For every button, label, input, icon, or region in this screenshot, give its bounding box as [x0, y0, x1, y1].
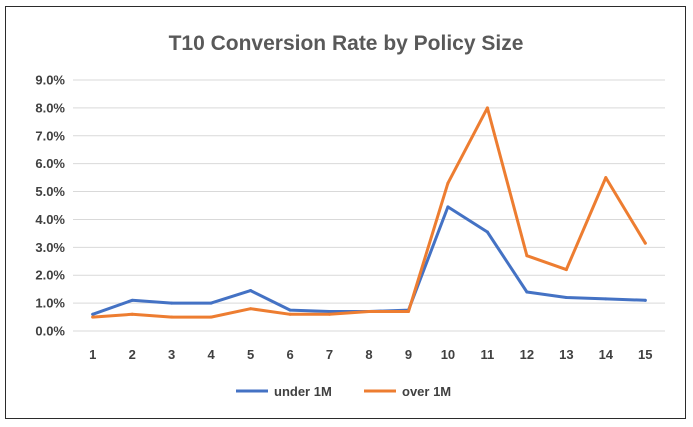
x-tick-label: 6: [286, 347, 293, 362]
y-tick-label: 2.0%: [35, 268, 65, 283]
data-point-under-1m: [249, 289, 253, 293]
data-point-over-1m: [406, 309, 410, 313]
x-tick-label: 2: [129, 347, 136, 362]
y-tick-label: 7.0%: [35, 128, 65, 143]
data-point-under-1m: [604, 297, 608, 301]
x-tick-label: 13: [559, 347, 573, 362]
legend-label: under 1M: [274, 384, 332, 399]
data-point-over-1m: [288, 312, 292, 316]
y-tick-label: 6.0%: [35, 156, 65, 171]
data-point-under-1m: [130, 298, 134, 302]
x-axis-tick-labels: 1 2 3 4 5 6 7 8 9 10 11 12 13 14 15: [89, 347, 652, 362]
data-point-over-1m: [643, 241, 647, 245]
data-point-over-1m: [170, 315, 174, 319]
data-point-under-1m: [643, 298, 647, 302]
y-tick-label: 8.0%: [35, 100, 65, 115]
data-point-under-1m: [446, 205, 450, 209]
data-point-over-1m: [564, 268, 568, 272]
x-tick-label: 4: [208, 347, 216, 362]
chart-frame: T10 Conversion Rate by Policy Size 0.0% 1…: [5, 6, 686, 419]
data-point-under-1m: [170, 301, 174, 305]
legend: under 1M over 1M: [236, 384, 451, 399]
data-point-over-1m: [209, 315, 213, 319]
y-tick-label: 4.0%: [35, 212, 65, 227]
data-point-under-1m: [525, 290, 529, 294]
data-point-under-1m: [485, 230, 489, 234]
data-point-under-1m: [288, 308, 292, 312]
data-point-over-1m: [604, 176, 608, 180]
x-tick-label: 12: [520, 347, 534, 362]
data-point-over-1m: [130, 312, 134, 316]
data-point-under-1m: [91, 312, 95, 316]
x-tick-label: 10: [441, 347, 455, 362]
data-point-over-1m: [367, 309, 371, 313]
x-tick-label: 14: [599, 347, 614, 362]
data-point-over-1m: [91, 315, 95, 319]
data-point-over-1m: [525, 254, 529, 258]
y-tick-label: 1.0%: [35, 296, 65, 311]
x-tick-label: 9: [405, 347, 412, 362]
x-tick-label: 8: [365, 347, 372, 362]
y-tick-label: 0.0%: [35, 324, 65, 339]
series-lines: [91, 106, 647, 319]
data-point-over-1m: [485, 106, 489, 110]
data-point-under-1m: [209, 301, 213, 305]
data-point-over-1m: [446, 181, 450, 185]
x-tick-label: 3: [168, 347, 175, 362]
y-axis-tick-labels: 0.0% 1.0% 2.0% 3.0% 4.0% 5.0% 6.0% 7.0% 8.0% 9.0%: [35, 73, 65, 339]
y-tick-label: 3.0%: [35, 240, 65, 255]
y-tick-label: 5.0%: [35, 184, 65, 199]
x-tick-label: 1: [89, 347, 96, 362]
series-line-over-1m: [91, 106, 647, 319]
x-tick-label: 7: [326, 347, 333, 362]
chart-title: T10 Conversion Rate by Policy Size: [169, 32, 524, 55]
x-tick-label: 11: [481, 347, 495, 362]
x-tick-label: 15: [638, 347, 652, 362]
y-tick-label: 9.0%: [35, 73, 65, 88]
x-tick-label: 5: [247, 347, 254, 362]
data-point-over-1m: [249, 307, 253, 311]
line-chart: T10 Conversion Rate by Policy Size 0.0% 1…: [35, 32, 665, 399]
data-point-over-1m: [328, 312, 332, 316]
legend-label: over 1M: [402, 384, 451, 399]
data-point-under-1m: [328, 309, 332, 313]
series-line-under-1m: [91, 205, 647, 316]
data-point-under-1m: [564, 296, 568, 300]
gridlines: [73, 79, 665, 332]
